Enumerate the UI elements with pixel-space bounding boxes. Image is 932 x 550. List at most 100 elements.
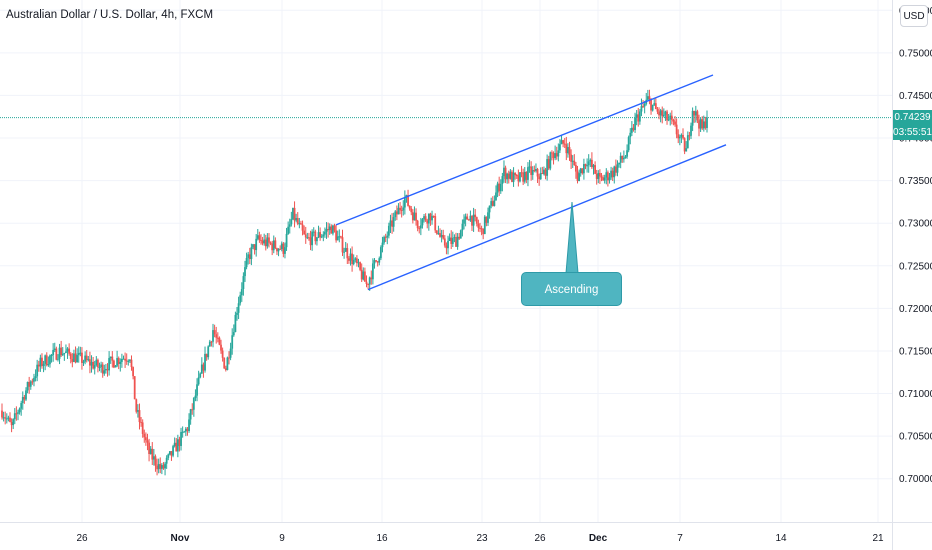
channel-line-lower[interactable] xyxy=(367,144,727,291)
candle xyxy=(192,397,195,417)
candle-body xyxy=(192,397,195,410)
candle xyxy=(608,172,611,184)
candle-body xyxy=(25,390,27,400)
candle xyxy=(92,356,95,370)
candle-body xyxy=(551,152,553,154)
candle-body xyxy=(443,238,446,246)
candle xyxy=(207,345,210,360)
candle xyxy=(66,347,69,359)
candle-body xyxy=(277,248,280,252)
candle-body xyxy=(324,231,326,235)
candle-body xyxy=(410,208,413,213)
candle-body xyxy=(547,159,550,169)
candle-body xyxy=(41,357,43,367)
candle xyxy=(97,358,99,373)
candle-body xyxy=(113,360,115,368)
candle xyxy=(675,118,678,139)
candle xyxy=(264,234,267,251)
candle xyxy=(552,151,555,165)
candle-body xyxy=(592,165,595,168)
candle-body xyxy=(544,169,547,176)
candle xyxy=(252,243,254,250)
candle xyxy=(284,242,286,259)
candle-body xyxy=(172,446,174,456)
candle xyxy=(621,155,624,163)
candle xyxy=(68,343,71,356)
candle xyxy=(172,444,174,458)
candle xyxy=(378,256,381,266)
candle xyxy=(458,233,461,240)
candle xyxy=(165,455,168,469)
candle-body xyxy=(312,231,315,233)
candle-body xyxy=(431,215,433,221)
candle xyxy=(630,121,633,137)
time-tick-label: 9 xyxy=(279,533,285,544)
candle xyxy=(453,234,456,243)
candle xyxy=(256,229,259,241)
candle-body xyxy=(181,431,184,433)
candle-body xyxy=(76,355,79,363)
candle xyxy=(638,109,641,125)
last-price-tag: 0.74239 xyxy=(893,110,932,125)
candle xyxy=(586,158,589,173)
candle xyxy=(381,236,384,253)
candle xyxy=(528,159,531,173)
candle-body xyxy=(606,172,609,181)
candle xyxy=(180,427,182,451)
candle-body xyxy=(603,177,606,181)
candle-body xyxy=(638,111,641,122)
candle-body xyxy=(667,119,670,121)
candle xyxy=(567,143,569,158)
candle-body xyxy=(451,238,454,244)
currency-button[interactable]: USD xyxy=(900,5,928,27)
candle-body xyxy=(69,353,72,359)
candle xyxy=(686,131,689,149)
candle xyxy=(544,167,547,180)
candle xyxy=(90,355,93,373)
candle-body xyxy=(418,228,421,230)
candle-body xyxy=(555,153,558,157)
candle-body xyxy=(399,207,401,210)
candle xyxy=(616,160,619,177)
candle-body xyxy=(77,353,80,356)
candle-body xyxy=(224,368,227,370)
candle xyxy=(79,346,82,357)
candle-body xyxy=(535,169,537,171)
candle xyxy=(21,391,24,410)
candle-body xyxy=(646,96,649,100)
candle-body xyxy=(467,219,470,221)
candle xyxy=(63,352,66,361)
candle xyxy=(538,173,541,186)
price-tick-label: 0.70000 xyxy=(899,474,932,485)
channel-line-upper[interactable] xyxy=(335,74,714,226)
ascending-channel-callout[interactable]: Ascending Channel xyxy=(521,272,622,330)
candle xyxy=(300,220,302,225)
candle xyxy=(475,216,478,227)
candle-body xyxy=(221,350,224,358)
candle xyxy=(100,361,103,373)
candle xyxy=(168,451,171,456)
candle xyxy=(461,219,464,237)
candle xyxy=(694,105,697,123)
candle xyxy=(234,311,237,333)
time-tick-label: 23 xyxy=(476,533,488,544)
candle xyxy=(157,458,160,474)
candle xyxy=(167,453,170,461)
candle-body xyxy=(519,172,521,182)
candle-body xyxy=(81,352,83,363)
candle xyxy=(435,230,438,235)
candle xyxy=(258,231,261,243)
candle xyxy=(136,404,139,418)
candle xyxy=(303,225,306,235)
candle-body xyxy=(344,248,347,252)
candle-body xyxy=(392,217,395,227)
candle-body xyxy=(207,346,210,358)
candle-body xyxy=(495,192,497,201)
candle-body xyxy=(658,111,660,116)
candle-body xyxy=(167,454,170,458)
candle-body xyxy=(621,155,624,160)
candle xyxy=(571,155,574,169)
candle xyxy=(555,146,558,160)
candle-body xyxy=(47,364,50,366)
